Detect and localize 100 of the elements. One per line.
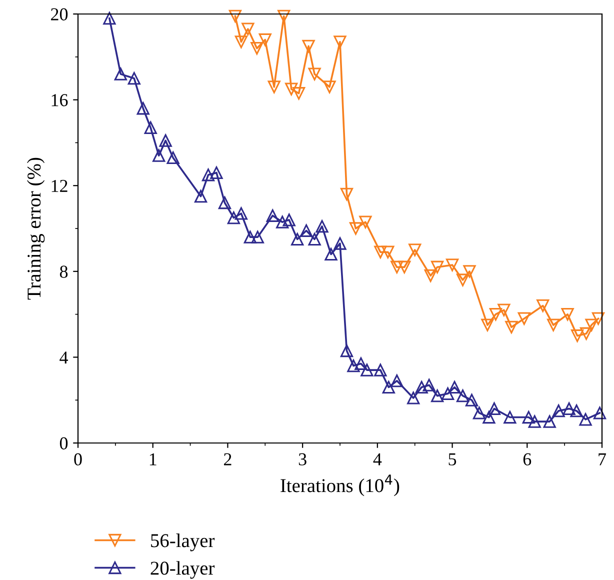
point (234, 207, 248, 220)
x-tick-label: 7 (598, 453, 606, 466)
point (244, 230, 256, 244)
point (522, 410, 535, 424)
point (374, 246, 387, 258)
point (292, 87, 306, 100)
x-axis-title: Iterations (10$^{4}$) (280, 474, 400, 496)
point (316, 220, 328, 233)
point (489, 308, 502, 321)
point (481, 318, 494, 332)
point (334, 36, 346, 48)
point (422, 378, 436, 392)
point (430, 260, 444, 274)
point (278, 10, 290, 22)
point (360, 364, 374, 376)
y-tick-label: 20 (51, 8, 68, 20)
point (504, 410, 516, 424)
point (349, 222, 362, 235)
x-tick-label: 1 (150, 453, 156, 466)
point (103, 12, 116, 25)
point (441, 387, 454, 400)
point (159, 134, 172, 147)
point (528, 415, 541, 428)
point (407, 392, 420, 404)
point (347, 359, 360, 372)
point (334, 237, 346, 250)
point (448, 380, 461, 394)
point (166, 151, 180, 164)
point (543, 415, 556, 428)
point (415, 380, 428, 394)
point (430, 389, 444, 402)
y-tick-label: 4 (60, 352, 68, 364)
point (518, 312, 530, 325)
point (465, 394, 478, 406)
point (202, 168, 215, 182)
point (552, 404, 565, 418)
y-tick-label: 0 (60, 437, 68, 450)
point (152, 149, 166, 162)
point (561, 308, 574, 321)
point (536, 299, 550, 312)
point (446, 258, 459, 272)
point (340, 188, 354, 200)
point (218, 196, 232, 210)
point (227, 211, 240, 224)
point (579, 413, 592, 426)
y-tick-label: 12 (52, 180, 68, 192)
y-tick-label: 8 (60, 266, 68, 278)
point (266, 209, 279, 222)
point (424, 269, 437, 282)
point (114, 68, 127, 80)
point (323, 80, 336, 94)
point (505, 320, 518, 334)
point (463, 265, 476, 278)
x-tick-label: 3 (298, 453, 306, 466)
point (482, 410, 496, 424)
x-tick-label: 0 (74, 453, 82, 466)
point (570, 404, 583, 418)
point (268, 80, 280, 94)
point (498, 304, 510, 316)
point (234, 36, 248, 48)
x-tick-label: 6 (523, 453, 532, 466)
point (340, 344, 354, 358)
point (398, 260, 411, 274)
point (228, 10, 242, 22)
point (276, 216, 289, 228)
point (136, 102, 150, 115)
point (593, 406, 606, 420)
point (488, 402, 501, 415)
x-tick-label: 4 (373, 453, 382, 466)
point (251, 230, 264, 244)
y-axis-title: Training error (%) (26, 158, 45, 300)
point (308, 232, 321, 246)
legend-label: 20-layer (150, 561, 215, 579)
point (382, 246, 394, 258)
x-tick-label: 5 (448, 453, 456, 466)
point (300, 224, 313, 237)
legend-label: 56-layer (151, 534, 215, 552)
point (390, 374, 404, 388)
point (382, 380, 395, 394)
point (242, 22, 254, 36)
point (456, 389, 470, 402)
point (250, 42, 264, 55)
point (285, 82, 298, 96)
point (374, 364, 387, 376)
point (408, 244, 422, 256)
point (585, 318, 598, 332)
point (562, 402, 576, 415)
point (456, 274, 470, 286)
point (592, 312, 605, 325)
point (194, 190, 208, 203)
point (291, 232, 304, 246)
point (570, 329, 584, 342)
point (580, 327, 593, 340)
x-tick-label: 2 (224, 453, 232, 466)
point (258, 33, 272, 46)
point (128, 72, 140, 85)
point (210, 166, 223, 180)
point (547, 318, 560, 332)
point (324, 248, 338, 261)
point (472, 406, 486, 420)
